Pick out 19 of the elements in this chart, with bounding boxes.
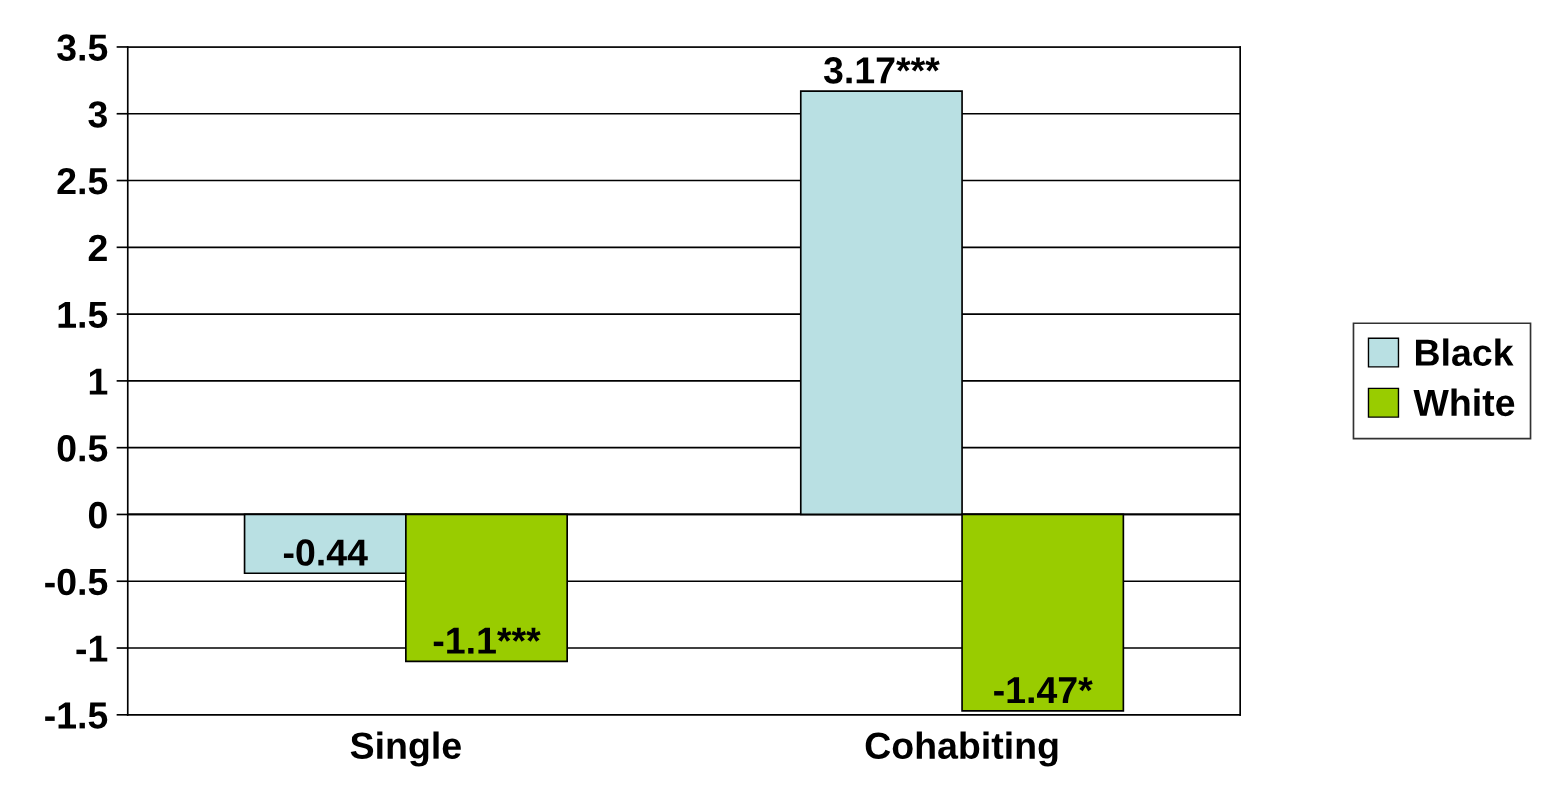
data-label: 3.17***	[823, 57, 940, 84]
y-tick-label: -1	[76, 635, 108, 662]
y-tick-label: 0	[88, 501, 107, 529]
data-label: -0.44	[283, 539, 368, 566]
y-tick-label: 2	[88, 234, 107, 261]
y-tick-label: 3.5	[57, 34, 108, 61]
y-tick-label: 2.5	[57, 167, 108, 195]
y-tick-label: -0.5	[45, 568, 108, 596]
y-tick-label: 0.5	[57, 435, 108, 462]
x-tick-label: Single	[350, 731, 461, 767]
x-tick-label: Cohabiting	[865, 731, 1058, 767]
legend-label: White	[1413, 388, 1515, 417]
y-tick-label: -1.5	[45, 702, 108, 729]
data-label: -1.1***	[433, 627, 541, 654]
y-tick-label: 3	[88, 101, 107, 128]
legend-label: Black	[1415, 338, 1514, 366]
y-tick-label: 1	[89, 368, 108, 395]
data-label: -1.47*	[994, 677, 1093, 704]
y-tick-label: 1.5	[58, 301, 108, 329]
